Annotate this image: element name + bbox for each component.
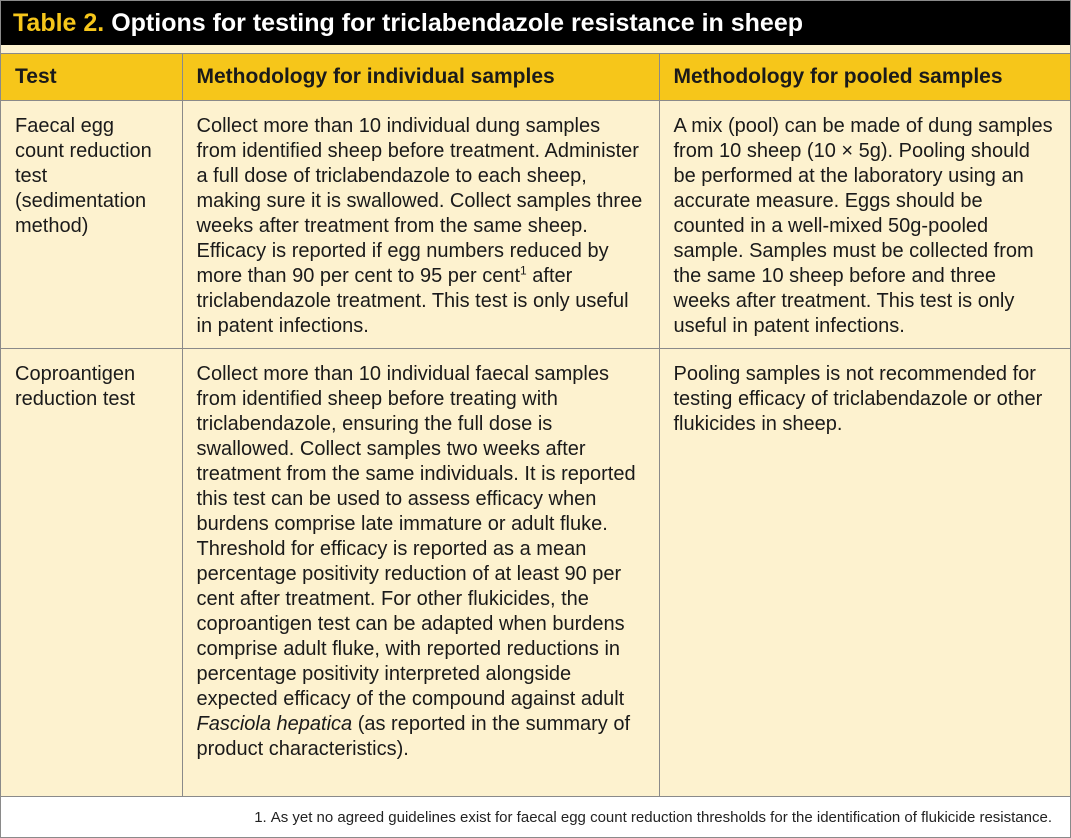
table-title: Table 2. Options for testing for triclab…: [1, 1, 1070, 45]
table-footnote: 1. As yet no agreed guidelines exist for …: [1, 796, 1070, 837]
header-pooled: Methodology for pooled samples: [658, 53, 1070, 101]
table-title-text: Options for testing for triclabendazole …: [111, 9, 804, 37]
header-row: Test Methodology for individual samples …: [1, 53, 1070, 101]
cell-test-name: Faecal egg count reduction test (sedimen…: [1, 100, 183, 349]
individual-text-end: after triclabendazole treatment. This te…: [196, 265, 629, 337]
header-individual: Methodology for individual samples: [181, 53, 660, 101]
species-name: Fasciola hepatica: [196, 713, 353, 735]
cell-individual-method: Collect more than 10 individual faecal s…: [181, 348, 660, 800]
resistance-testing-table: Test Methodology for individual samples …: [1, 53, 1070, 800]
individual-text: Collect more than 10 individual dung sam…: [196, 115, 643, 287]
individual-text: Collect more than 10 individual faecal s…: [196, 363, 636, 710]
header-test: Test: [1, 53, 183, 101]
table-row: Coproantigen reduction test Collect more…: [1, 348, 1070, 800]
footnote-number: 1.: [254, 809, 267, 826]
cell-pooled-method: A mix (pool) can be made of dung samples…: [658, 100, 1070, 349]
footnote-text: As yet no agreed guidelines exist for fa…: [270, 809, 1052, 826]
footnote-marker: 1: [520, 263, 527, 278]
individual-text-end: (as reported in the summary of product c…: [196, 713, 631, 760]
table-row: Faecal egg count reduction test (sedimen…: [1, 100, 1070, 349]
cell-test-name: Coproantigen reduction test: [1, 348, 183, 800]
cell-pooled-method: Pooling samples is not recommended for t…: [658, 348, 1070, 800]
cell-individual-method: Collect more than 10 individual dung sam…: [181, 100, 660, 349]
table-title-label: Table 2.: [13, 9, 105, 37]
